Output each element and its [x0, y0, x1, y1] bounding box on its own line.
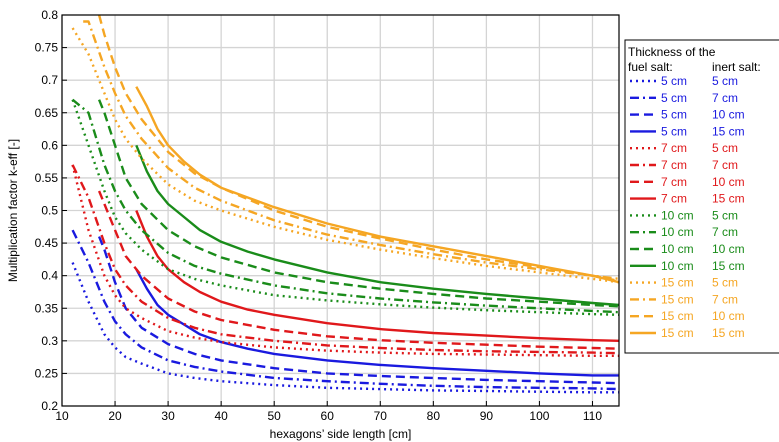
series-line-fuel-15cm-inert-5cm: [71, 27, 620, 284]
series-line-fuel-10cm-inert-7cm: [71, 98, 620, 314]
legend-inert-label: 15 cm: [712, 192, 745, 206]
series-line-fuel-10cm-inert-5cm: [71, 99, 620, 316]
legend-inert-label: 10 cm: [712, 309, 745, 323]
legend-inert-label: 15 cm: [712, 259, 745, 273]
legend-fuel-label: 5 cm: [661, 108, 687, 122]
legend-fuel-label: 15 cm: [661, 309, 694, 323]
legend-header: Thickness of the: [628, 45, 716, 59]
legend-inert-label: 5 cm: [712, 208, 738, 222]
legend-inert-label: 10 cm: [712, 175, 745, 189]
legend-fuel-label: 7 cm: [661, 158, 687, 172]
x-tick-label: 20: [108, 409, 122, 423]
legend-inert-label: 7 cm: [712, 91, 738, 105]
x-tick-label: 10: [55, 409, 69, 423]
legend-fuel-label: 10 cm: [661, 208, 694, 222]
legend-inert-label: 5 cm: [712, 141, 738, 155]
legend-fuel-label: 7 cm: [661, 192, 687, 206]
x-axis-ticks: 10 20 30 40 50 60 70 80 90 100 110: [55, 401, 602, 423]
legend-inert-label: 10 cm: [712, 108, 745, 122]
series-line-fuel-10cm-inert-15cm: [135, 144, 620, 307]
legend-fuel-label: 10 cm: [661, 259, 694, 273]
x-tick-label: 80: [427, 409, 441, 423]
series-line-fuel-5cm-inert-5cm: [71, 262, 619, 394]
series-line-fuel-15cm-inert-7cm: [83, 20, 620, 281]
legend-fuel-label: 5 cm: [661, 124, 687, 138]
legend-fuel-label: 7 cm: [661, 175, 687, 189]
legend-header-fuel: fuel salt:: [628, 60, 673, 74]
y-tick-label: 0.5: [41, 204, 58, 218]
x-axis-title: hexagons’ side length [cm]: [270, 427, 412, 441]
series-line-fuel-5cm-inert-7cm: [71, 229, 620, 391]
legend-inert-label: 10 cm: [712, 242, 745, 256]
y-tick-label: 0.35: [35, 301, 59, 315]
legend-header-inert: inert salt:: [712, 60, 761, 74]
plot-series: [71, 14, 620, 394]
series-line-fuel-15cm-inert-10cm: [97, 14, 620, 283]
y-tick-label: 0.55: [35, 171, 59, 185]
y-axis-title: Multiplication factor k-eff [-]: [6, 139, 20, 282]
series-line-fuel-15cm-inert-15cm: [135, 86, 620, 284]
x-tick-label: 100: [529, 409, 549, 423]
legend-inert-label: 15 cm: [712, 326, 745, 340]
y-tick-label: 0.65: [35, 106, 59, 120]
grid: [61, 14, 619, 407]
series-line-fuel-7cm-inert-7cm: [71, 164, 620, 355]
legend-inert-label: 15 cm: [712, 124, 745, 138]
y-tick-label: 0.8: [41, 8, 58, 22]
series-line-fuel-7cm-inert-15cm: [135, 210, 620, 342]
legend-inert-label: 7 cm: [712, 158, 738, 172]
y-tick-label: 0.4: [41, 269, 58, 283]
legend-fuel-label: 15 cm: [661, 292, 694, 306]
legend-inert-label: 7 cm: [712, 225, 738, 239]
legend-box: [624, 39, 779, 354]
y-tick-label: 0.75: [35, 41, 59, 55]
y-tick-label: 0.6: [41, 138, 58, 152]
y-tick-label: 0.7: [41, 73, 58, 87]
legend-fuel-label: 7 cm: [661, 141, 687, 155]
x-tick-label: 70: [374, 409, 388, 423]
legend-fuel-label: 10 cm: [661, 225, 694, 239]
y-axis-ticks: 0.2 0.25 0.3 0.35 0.4 0.45 0.5 0.55 0.6 0.65 0.7 0.…: [35, 8, 67, 413]
legend-inert-label: 5 cm: [712, 74, 738, 88]
x-tick-label: 60: [321, 409, 335, 423]
y-tick-label: 0.25: [35, 366, 59, 380]
legend-fuel-label: 10 cm: [661, 242, 694, 256]
legend-fuel-label: 15 cm: [661, 326, 694, 340]
x-tick-label: 40: [214, 409, 228, 423]
legend-inert-label: 7 cm: [712, 292, 738, 306]
series-line-fuel-5cm-inert-10cm: [97, 236, 620, 385]
x-tick-label: 30: [161, 409, 175, 423]
x-tick-label: 50: [268, 409, 282, 423]
legend-fuel-label: 5 cm: [661, 74, 687, 88]
legend-entries: 5 cm 5 cm 5 cm 7 cm 5 cm 10 cm 5 cm 15 cm 7 cm 5 …: [630, 74, 745, 340]
legend-fuel-label: 15 cm: [661, 276, 694, 290]
series-line-fuel-10cm-inert-10cm: [97, 99, 620, 308]
series-line-fuel-7cm-inert-10cm: [97, 190, 620, 350]
x-tick-label: 90: [480, 409, 494, 423]
y-tick-label: 0.45: [35, 236, 59, 250]
y-tick-label: 0.3: [41, 334, 58, 348]
legend-fuel-label: 5 cm: [661, 91, 687, 105]
series-line-fuel-7cm-inert-5cm: [71, 164, 619, 357]
x-tick-label: 110: [583, 409, 602, 423]
series-line-fuel-5cm-inert-15cm: [135, 268, 619, 377]
y-tick-label: 0.2: [41, 399, 58, 413]
legend: Thickness of the fuel salt: inert salt: …: [624, 39, 779, 354]
legend-inert-label: 5 cm: [712, 276, 738, 290]
